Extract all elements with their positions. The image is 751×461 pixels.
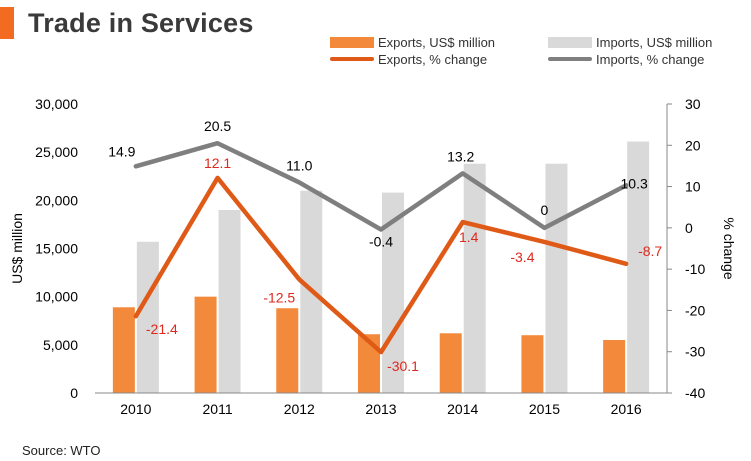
legend: Exports, US$ million Imports, US$ millio… bbox=[330, 32, 740, 68]
legend-imports-line: Imports, % change bbox=[548, 51, 704, 67]
imports-bar bbox=[545, 163, 568, 393]
exports-pct-label: -3.4 bbox=[510, 249, 534, 265]
x-tick-label: 2014 bbox=[447, 401, 478, 417]
imports-bar bbox=[218, 209, 241, 393]
y2-tick-label: 30 bbox=[685, 96, 701, 112]
y2-axis-title: % change bbox=[721, 217, 737, 279]
imports-pct-label: 20.5 bbox=[204, 118, 231, 134]
imports-pct-label: 11.0 bbox=[286, 157, 312, 173]
y-tick-label: 15,000 bbox=[35, 241, 78, 257]
imports-pct-label: 10.3 bbox=[621, 175, 648, 191]
chart-title: Trade in Services bbox=[28, 7, 254, 38]
exports-bar bbox=[521, 335, 544, 393]
x-tick-label: 2012 bbox=[284, 401, 315, 417]
legend-imports-line-swatch bbox=[548, 57, 592, 61]
legend-exports-bar-label: Exports, US$ million bbox=[378, 34, 496, 50]
y-axis-title: US$ million bbox=[9, 213, 25, 284]
exports-pct-label: 12.1 bbox=[204, 155, 231, 171]
exports-bar bbox=[276, 308, 299, 393]
x-tick-label: 2011 bbox=[203, 401, 233, 417]
y2-tick-label: -20 bbox=[685, 302, 705, 318]
x-tick-label: 2015 bbox=[529, 401, 560, 417]
title-accent-bar bbox=[0, 7, 14, 39]
y2-tick-label: 0 bbox=[685, 220, 693, 236]
y-tick-label: 0 bbox=[70, 385, 78, 401]
imports-pct-label: 13.2 bbox=[447, 148, 474, 164]
y2-tick-label: 10 bbox=[685, 179, 701, 195]
y2-tick-label: -40 bbox=[685, 385, 705, 401]
legend-exports-bar-swatch bbox=[330, 36, 374, 48]
y-tick-label: 10,000 bbox=[35, 289, 78, 305]
imports-bar bbox=[136, 241, 159, 393]
y-tick-label: 25,000 bbox=[35, 144, 78, 160]
x-tick-label: 2016 bbox=[611, 401, 642, 417]
imports-bar bbox=[627, 141, 650, 393]
exports-bar bbox=[194, 296, 217, 393]
legend-exports-line-label: Exports, % change bbox=[378, 51, 488, 67]
x-tick-label: 2013 bbox=[365, 401, 396, 417]
imports-pct-label: 0 bbox=[541, 202, 549, 218]
exports-pct-label: -30.1 bbox=[387, 358, 419, 374]
legend-imports-bar-label: Imports, US$ million bbox=[596, 34, 713, 50]
legend-exports-bar: Exports, US$ million bbox=[330, 34, 495, 50]
y2-tick-label: -30 bbox=[685, 344, 705, 360]
exports-pct-label: -12.5 bbox=[263, 289, 295, 305]
x-tick-label: 2010 bbox=[120, 401, 151, 417]
exports-pct-line bbox=[133, 175, 629, 355]
legend-imports-bar: Imports, US$ million bbox=[548, 34, 712, 50]
exports-pct-label: -8.7 bbox=[638, 243, 662, 259]
imports-pct-label: 14.9 bbox=[108, 143, 135, 159]
y-tick-label: 5,000 bbox=[43, 337, 78, 353]
title-block: Trade in Services bbox=[0, 6, 254, 40]
legend-imports-line-label: Imports, % change bbox=[596, 51, 705, 67]
exports-bar bbox=[112, 307, 135, 393]
exports-bar bbox=[439, 333, 462, 393]
y-tick-label: 30,000 bbox=[35, 96, 78, 112]
imports-bar bbox=[463, 163, 486, 393]
legend-imports-bar-swatch bbox=[548, 36, 592, 48]
exports-pct-label: -21.4 bbox=[146, 321, 178, 337]
source-note: Source: WTO bbox=[22, 443, 101, 458]
legend-exports-line-swatch bbox=[330, 57, 374, 61]
y2-tick-label: 20 bbox=[685, 137, 701, 153]
imports-pct-line bbox=[133, 140, 629, 232]
legend-exports-line: Exports, % change bbox=[330, 51, 487, 67]
exports-bar bbox=[603, 340, 626, 393]
exports-pct-label: 1.4 bbox=[459, 229, 479, 245]
y2-tick-label: -10 bbox=[685, 261, 705, 277]
y-tick-label: 20,000 bbox=[35, 192, 78, 208]
imports-pct-label: -0.4 bbox=[369, 234, 393, 250]
